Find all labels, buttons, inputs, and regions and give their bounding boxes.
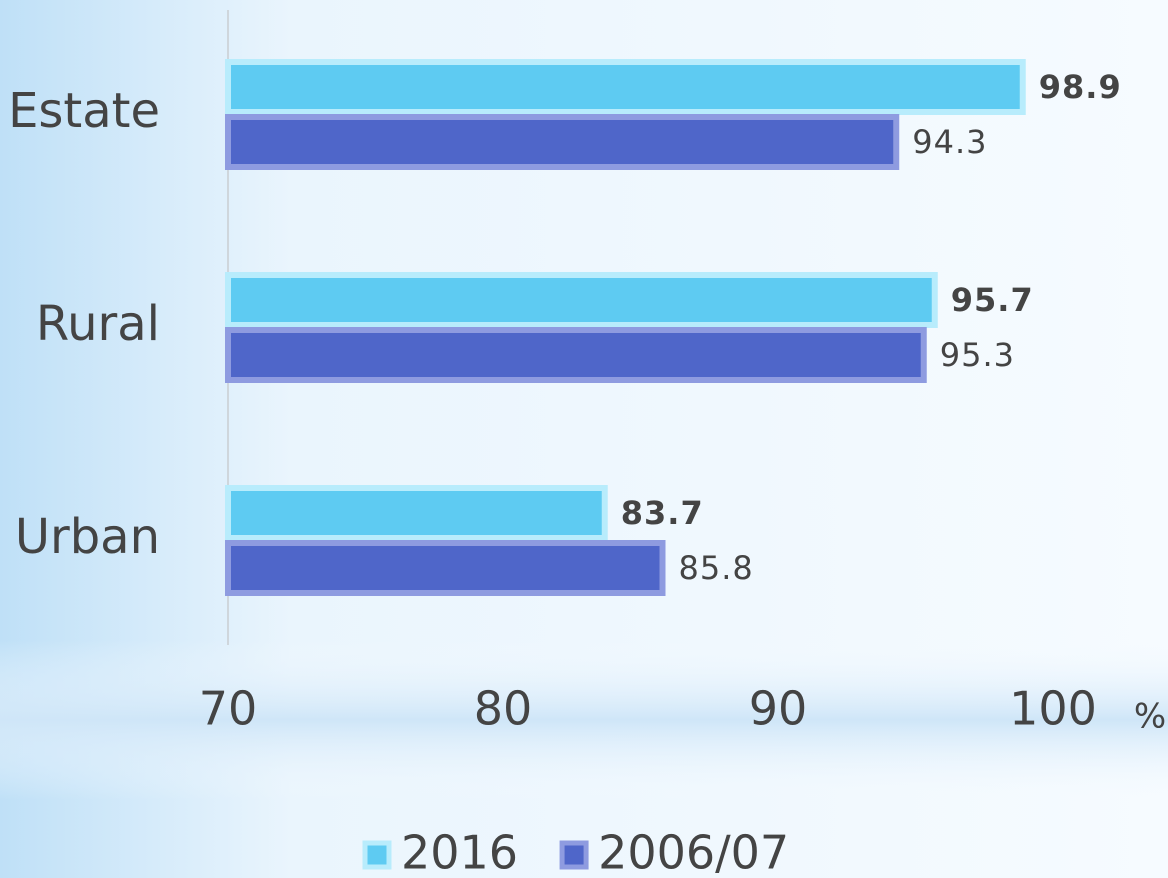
y-tick-label: Estate xyxy=(8,83,160,139)
bar xyxy=(225,327,927,383)
y-tick-label: Urban xyxy=(15,509,160,565)
x-axis-label: % xyxy=(1134,697,1166,737)
legend-label: 2006/07 xyxy=(598,826,789,878)
x-tick-label: 100 xyxy=(1009,682,1097,736)
data-label: 83.7 xyxy=(621,494,704,532)
bar xyxy=(225,485,608,541)
bar xyxy=(225,540,666,596)
legend-label: 2016 xyxy=(401,826,518,878)
data-label: 98.9 xyxy=(1039,68,1122,106)
bar xyxy=(225,114,900,170)
data-label: 95.3 xyxy=(940,336,1015,374)
legend-swatch xyxy=(559,840,589,870)
y-tick-label: Rural xyxy=(36,296,160,352)
x-tick-label: 90 xyxy=(749,682,808,736)
legend-swatch xyxy=(362,840,392,870)
data-label: 95.7 xyxy=(951,281,1034,319)
data-label: 85.8 xyxy=(679,549,754,587)
background-band xyxy=(0,640,1168,800)
x-tick-label: 70 xyxy=(199,682,258,736)
bar xyxy=(225,272,938,328)
bar xyxy=(225,59,1026,115)
data-label: 94.3 xyxy=(912,123,987,161)
x-tick-label: 80 xyxy=(474,682,533,736)
